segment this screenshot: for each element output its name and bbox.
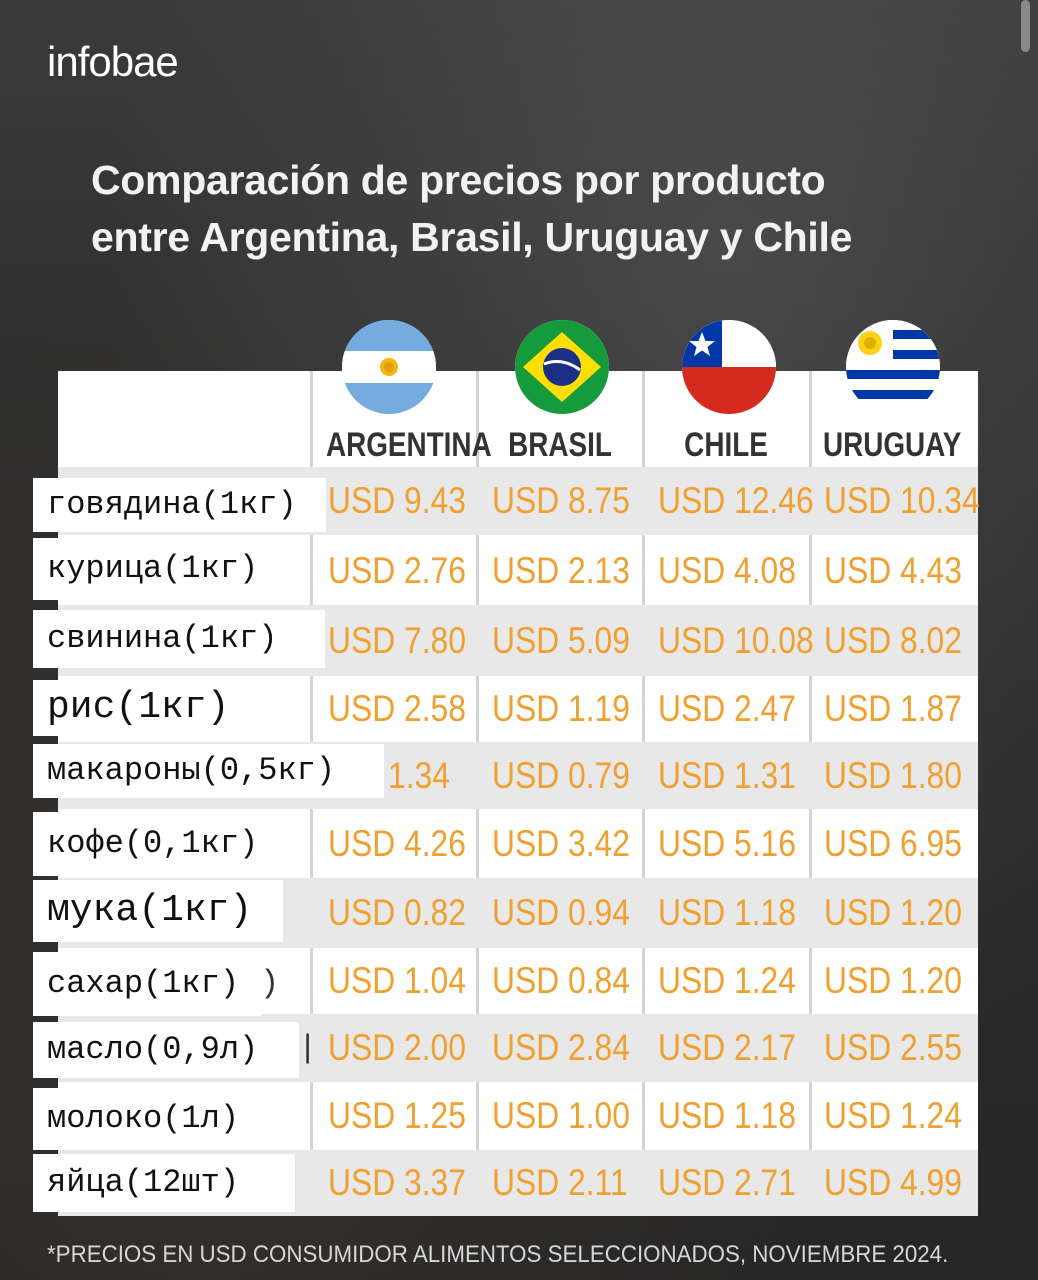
table-row: USD 4.26 USD 3.42 USD 5.16 USD 6.95: [58, 809, 978, 878]
price-cell: USD 8.75: [492, 480, 630, 521]
scrollbar-thumb[interactable]: [1021, 0, 1030, 52]
price-cell: USD 4.08: [658, 550, 796, 591]
price-cell: USD 3.37: [328, 1162, 466, 1203]
price-cell: USD 8.02: [824, 619, 962, 661]
country-header-uruguay: URUGUAY: [822, 426, 962, 464]
price-cell: USD 1.24: [658, 960, 796, 1001]
price-cell: USD 2.47: [658, 688, 796, 729]
price-cell: USD 1.19: [492, 688, 630, 729]
footnote: *PRECIOS EN USD CONSUMIDOR ALIMENTOS SEL…: [47, 1241, 949, 1268]
price-cell: 1.34: [388, 754, 450, 796]
price-cell: USD 2.00: [328, 1027, 466, 1068]
price-cell: USD 1.80: [824, 754, 962, 796]
chile-flag-icon: [682, 320, 776, 414]
table-row: USD 2.76 USD 2.13 USD 4.08 USD 4.43: [58, 537, 978, 605]
product-label: свинина(1кг): [33, 610, 325, 668]
price-cell: USD 10.08: [658, 619, 814, 661]
price-cell: USD 1.87: [824, 688, 962, 729]
price-cell: USD 1.31: [658, 754, 796, 796]
price-cell: USD 0.79: [492, 754, 630, 796]
price-cell: USD 1.00: [492, 1095, 630, 1136]
price-cell: USD 5.16: [658, 822, 796, 864]
price-cell: USD 4.43: [824, 550, 962, 591]
price-cell: USD 1.24: [824, 1095, 962, 1136]
price-cell: USD 4.26: [328, 822, 466, 864]
product-label: говядина(1кг): [33, 478, 326, 532]
price-cell: USD 7.80: [328, 619, 466, 661]
title-line-2: entre Argentina, Brasil, Uruguay y Chile: [91, 214, 853, 260]
price-cell: USD 0.84: [492, 960, 630, 1001]
price-cell: USD 2.17: [658, 1027, 796, 1068]
table-row: USD 1.25 USD 1.00 USD 1.18 USD 1.24: [58, 1082, 978, 1150]
brand-logo: infobae: [47, 38, 179, 85]
argentina-flag-icon: [342, 320, 436, 414]
table-row: USD 2.58 USD 1.19 USD 2.47 USD 1.87: [58, 676, 978, 742]
price-cell: USD 1.18: [658, 1095, 796, 1136]
stray-bar: |: [298, 1030, 318, 1067]
price-cell: USD 1.20: [824, 960, 962, 1001]
price-cell: USD 3.42: [492, 822, 630, 864]
price-cell: USD 9.43: [328, 480, 466, 521]
price-cell: USD 2.84: [492, 1027, 630, 1068]
country-header-chile: CHILE: [684, 426, 768, 464]
product-label: кофе(0,1кг): [33, 812, 308, 876]
price-cell: USD 2.76: [328, 550, 466, 591]
product-label: яйца(12шт): [33, 1154, 295, 1212]
product-label: курица(1кг): [33, 538, 308, 600]
price-cell: USD 12.46: [658, 480, 814, 521]
price-cell: USD 0.82: [328, 892, 466, 933]
product-label: молоко(1л): [33, 1088, 303, 1150]
price-cell: USD 1.25: [328, 1095, 466, 1136]
country-header-brasil: BRASIL: [508, 426, 612, 464]
table-row: USD 1.04 USD 0.84 USD 1.24 USD 1.20: [58, 948, 978, 1014]
product-label: макароны(0,5кг): [33, 744, 384, 798]
price-cell: USD 5.09: [492, 619, 630, 661]
uruguay-flag-icon: [846, 320, 940, 414]
title-line-1: Comparación de precios por producto: [91, 157, 826, 203]
price-cell: USD 2.55: [824, 1027, 962, 1068]
price-cell: USD 2.11: [492, 1162, 628, 1203]
price-cell: USD 1.18: [658, 892, 796, 933]
price-cell: USD 2.58: [328, 688, 466, 729]
product-label: рис(1кг): [33, 680, 306, 736]
product-label: мука(1кг): [33, 880, 283, 942]
price-cell: USD 1.04: [328, 960, 466, 1001]
country-header-argentina: ARGENTINA: [325, 426, 492, 464]
price-cell: USD 2.71: [658, 1162, 796, 1203]
price-cell: USD 4.99: [824, 1162, 962, 1203]
table-row: USD 9.43 USD 8.75 USD 12.46 USD 10.34: [58, 467, 980, 535]
product-label: сахар(1кг): [33, 952, 261, 1016]
product-label: масло(0,9л): [33, 1022, 299, 1078]
price-cell: USD 10.34: [824, 480, 980, 521]
price-cell: USD 2.13: [492, 550, 630, 591]
price-cell: USD 0.94: [492, 892, 630, 933]
price-cell: USD 6.95: [824, 822, 962, 864]
page-title: Comparación de precios por producto entr…: [91, 152, 852, 266]
price-cell: USD 1.20: [824, 892, 962, 933]
brazil-flag-icon: [515, 320, 609, 414]
stray-parenthesis: ): [260, 965, 280, 1002]
